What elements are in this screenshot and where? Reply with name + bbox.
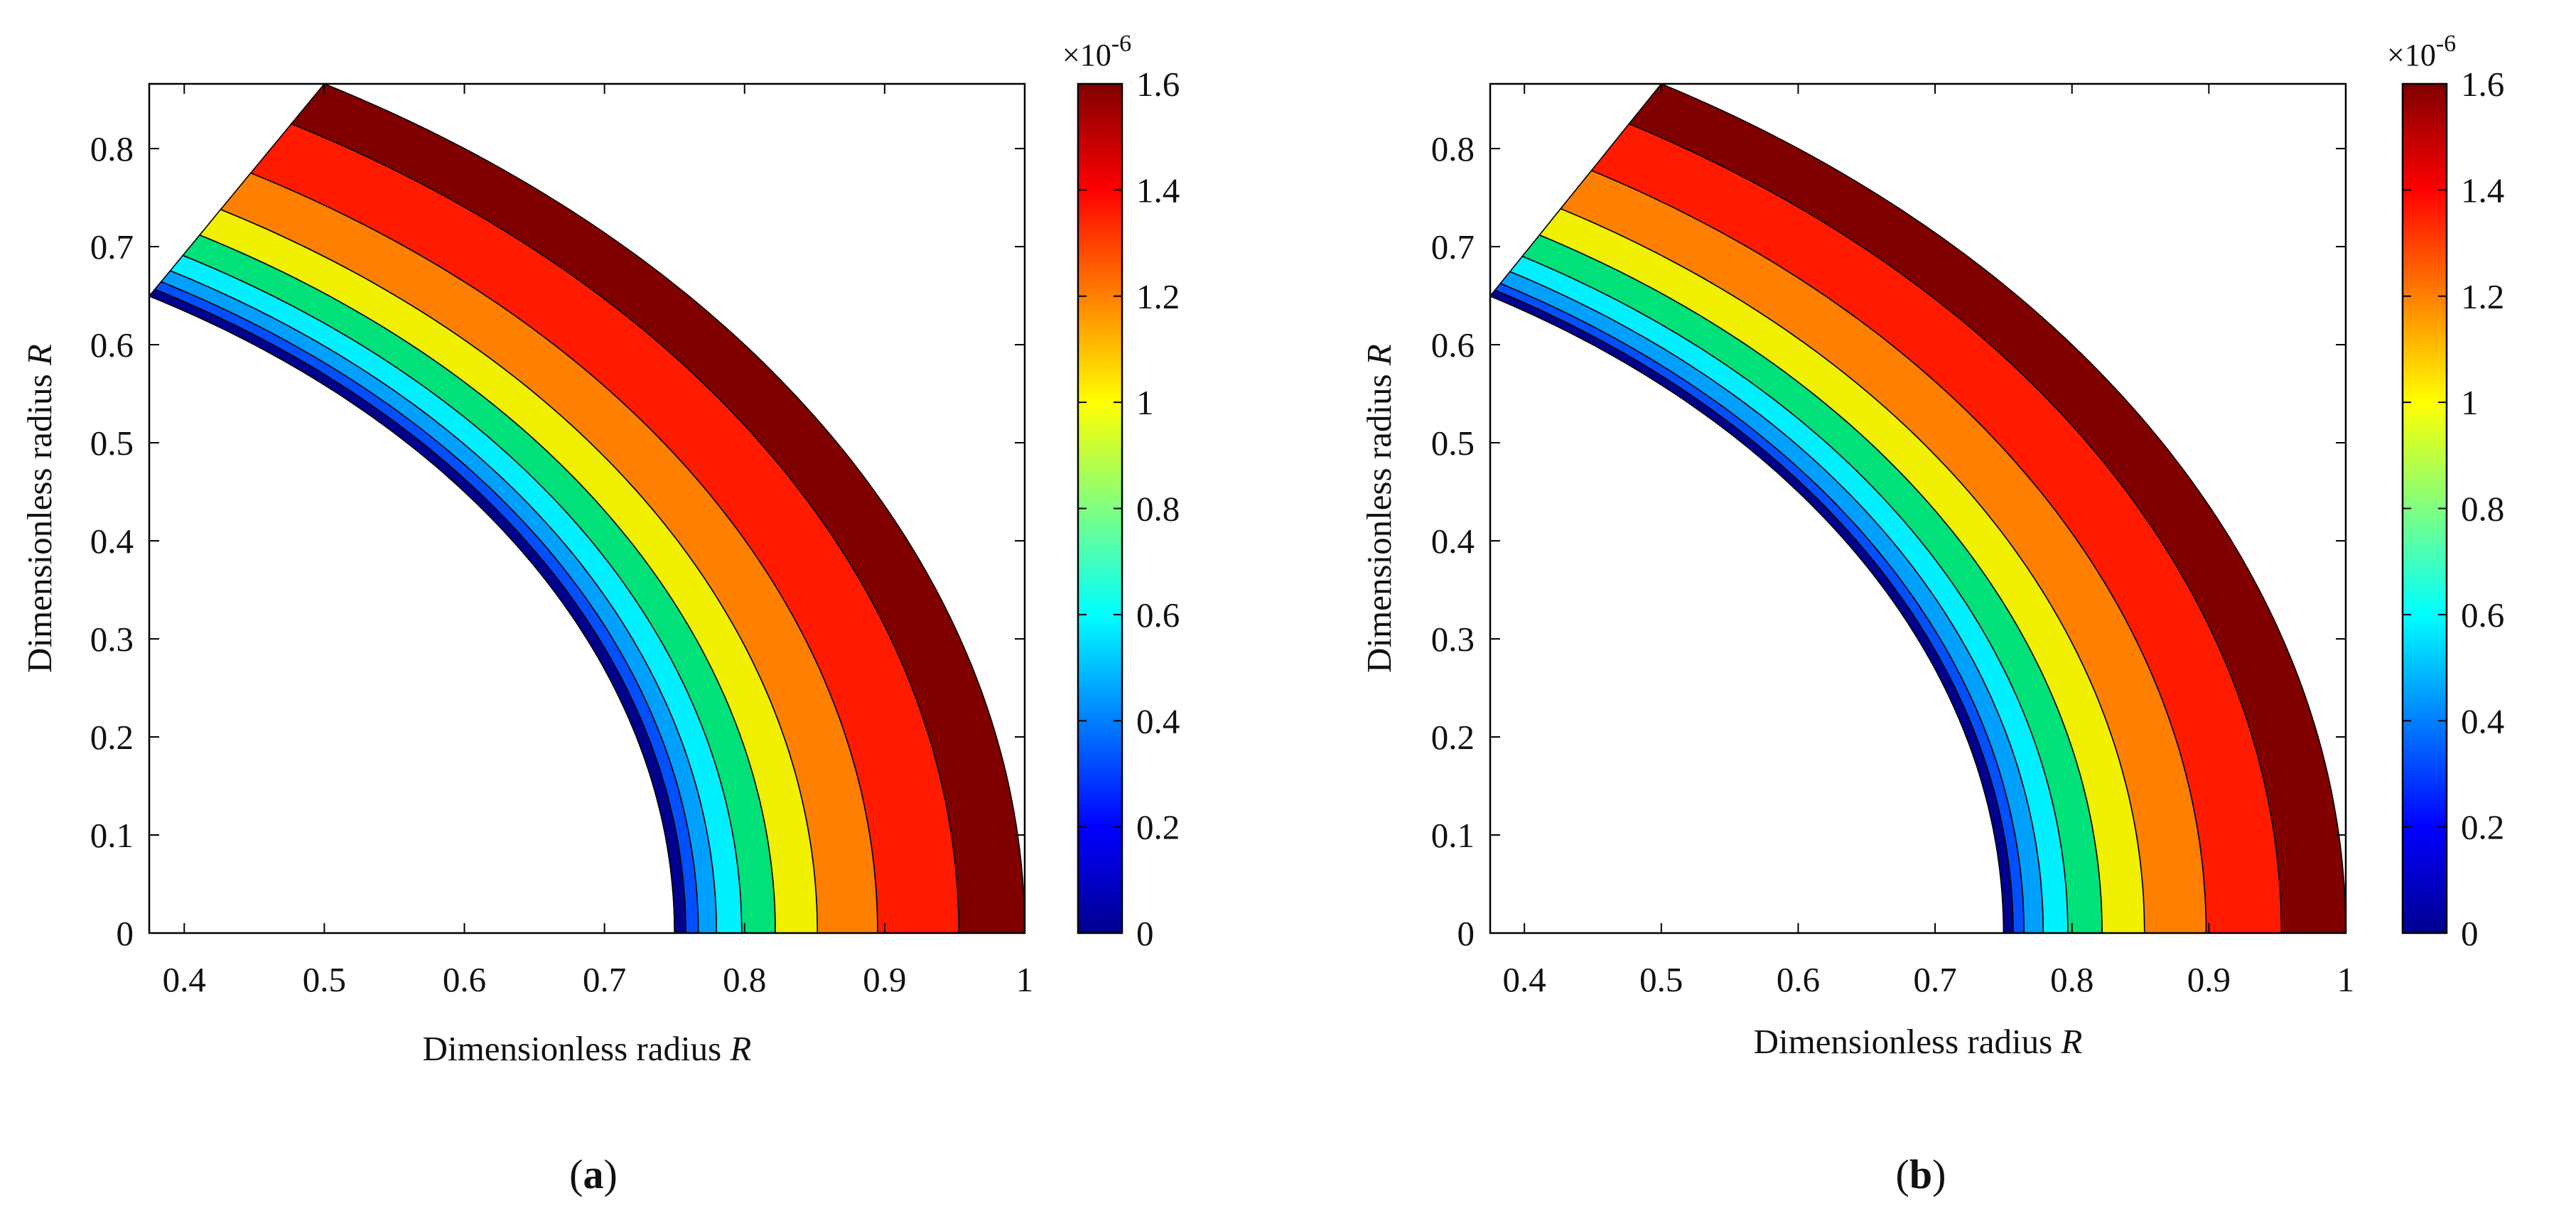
colorbar-tick-label: 0.2 <box>2461 808 2504 847</box>
y-tick-label: 0.5 <box>90 424 134 463</box>
colorbar-multiplier-base: ×10 <box>1062 38 1111 72</box>
y-tick-label: 0.6 <box>90 325 134 365</box>
colorbar-tick-label: 0.4 <box>1136 701 1180 740</box>
x-tick-label: 0.4 <box>1503 960 1546 999</box>
y-axis-label: Dimensionless radius R <box>20 344 59 673</box>
y-tick-label: 0.6 <box>1431 325 1475 365</box>
chart-panel-b: 0.4 0.5 0.6 0.7 0.8 0.9 1 0 0.1 0.2 0.3 0.4 0.5 0.6 0.… <box>1359 31 2504 1197</box>
y-tick-label: 0 <box>117 914 134 953</box>
x-tick-label: 0.6 <box>1777 960 1820 999</box>
colorbar-tick-label: 1.2 <box>1136 277 1180 316</box>
colorbar-tick-label: 0.6 <box>2461 596 2504 635</box>
y-tick-label: 0.1 <box>90 816 134 855</box>
colorbar-multiplier-base: ×10 <box>2387 38 2436 72</box>
colorbar-multiplier-exp: -6 <box>1111 31 1131 57</box>
contour-band <box>1628 84 2346 933</box>
x-axis-label-text: Dimensionless radius <box>423 1029 731 1068</box>
x-tick-label: 0.5 <box>303 960 346 999</box>
colorbar-tick-label: 0.6 <box>1136 596 1180 635</box>
y-axis-label-symbol: R <box>1359 344 1399 366</box>
x-tick-label: 0.5 <box>1639 960 1683 999</box>
colorbar-tick-label: 0.8 <box>1136 490 1180 529</box>
contour-bands <box>1490 84 2346 933</box>
colorbar-tick-label: 1.2 <box>2461 277 2504 316</box>
y-tick-label: 0.4 <box>1431 522 1475 561</box>
y-tick-label: 0.7 <box>90 227 134 266</box>
colorbar-multiplier: ×10-6 <box>2387 31 2456 72</box>
contour-band <box>1490 289 2014 933</box>
y-tick-label: 0.1 <box>1431 816 1475 855</box>
colorbar-tick-label: 1 <box>1136 383 1154 422</box>
x-tick-label: 1 <box>1016 960 1034 999</box>
y-tick-label: 0.3 <box>90 620 134 659</box>
y-axis-label: Dimensionless radius R <box>1359 344 1399 673</box>
y-tick-label: 0.5 <box>1431 424 1475 463</box>
colorbar-multiplier-exp: -6 <box>2436 31 2456 57</box>
x-axis-label: Dimensionless radius R <box>1754 1022 2083 1061</box>
x-tick-label: 0.7 <box>1913 960 1956 999</box>
x-tick-label: 1 <box>2337 960 2355 999</box>
colorbar-tick-label: 1.6 <box>2461 65 2504 104</box>
axes-frame <box>148 82 1026 934</box>
y-tick-label: 0.2 <box>1431 718 1475 757</box>
colorbar-tick-label: 0 <box>1136 914 1154 953</box>
panel-caption-close: ) <box>1932 1151 1946 1197</box>
y-tick-label: 0.8 <box>1431 129 1475 168</box>
y-axis-label-text: Dimensionless radius <box>1359 365 1399 673</box>
panel-caption: (b) <box>1896 1151 1946 1197</box>
x-axis-label-symbol: R <box>2060 1022 2082 1061</box>
y-axis-label-symbol: R <box>20 344 59 366</box>
y-tick-label: 0.8 <box>90 129 134 168</box>
panel-caption-letter: b <box>1909 1151 1932 1197</box>
panel-caption-open: ( <box>1896 1151 1909 1197</box>
x-tick-label: 0.9 <box>2187 960 2231 999</box>
y-tick-label: 0.7 <box>1431 227 1475 266</box>
x-tick-label: 0.7 <box>583 960 626 999</box>
x-axis-label: Dimensionless radius R <box>423 1029 752 1068</box>
panel-caption: (a) <box>569 1151 618 1197</box>
colorbar: 00.20.40.60.811.21.41.6×10-6 <box>1062 31 1180 953</box>
x-tick-label: 0.9 <box>863 960 906 999</box>
colorbar-tick-label: 0.4 <box>2461 701 2504 740</box>
colorbar-multiplier: ×10-6 <box>1062 31 1131 72</box>
contour-band <box>290 84 1025 933</box>
x-tick-label: 0.6 <box>443 960 486 999</box>
contour-bands <box>149 84 1025 933</box>
x-axis-label-symbol: R <box>729 1029 751 1068</box>
colorbar-tick-label: 0.2 <box>1136 808 1180 847</box>
y-tick-label: 0.2 <box>90 718 134 757</box>
x-tick-label: 0.8 <box>723 960 766 999</box>
colorbar-tick-label: 1 <box>2461 383 2479 422</box>
colorbar-tick-label: 1.4 <box>1136 171 1180 210</box>
x-tick-label: 0.8 <box>2050 960 2093 999</box>
y-tick-label: 0 <box>1457 914 1475 953</box>
x-tick-label: 0.4 <box>163 960 206 999</box>
y-axis-label-text: Dimensionless radius <box>20 365 59 673</box>
y-tick-label: 0.3 <box>1431 620 1475 659</box>
chart-panel-a: 0.4 0.5 0.6 0.7 0.8 0.9 1 0 0.1 0.2 0.3 0.4 0.5 0.6 0.… <box>20 31 1180 1197</box>
colorbar: 00.20.40.60.811.21.41.6×10-6 <box>2387 31 2504 953</box>
panel-caption-close: ) <box>604 1151 618 1197</box>
colorbar-tick-label: 0 <box>2461 914 2479 953</box>
colorbar-tick-label: 1.6 <box>1136 65 1180 104</box>
axes-frame <box>1489 82 2347 934</box>
colorbar-tick-label: 0.8 <box>2461 490 2504 529</box>
y-tick-label: 0.4 <box>90 522 134 561</box>
x-axis-label-text: Dimensionless radius <box>1754 1022 2062 1061</box>
panel-caption-open: ( <box>569 1151 583 1197</box>
colorbar-tick-label: 1.4 <box>2461 171 2504 210</box>
panel-caption-letter: a <box>583 1151 604 1197</box>
contour-band <box>149 289 686 933</box>
